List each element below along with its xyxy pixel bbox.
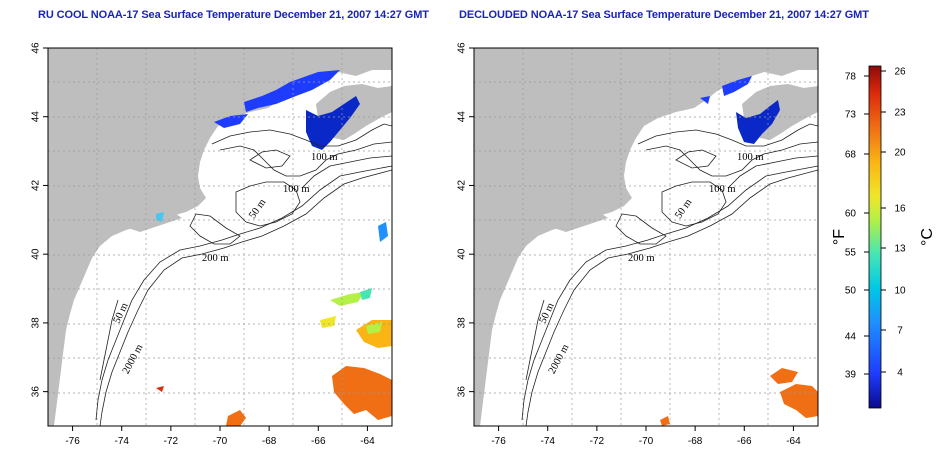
left-sst-patches: [156, 70, 392, 426]
colorbar-fahrenheit-tick: 50: [845, 286, 857, 297]
colorbar-celsius-tick: 20: [894, 148, 906, 159]
left-lon-tick-label: -68: [262, 436, 277, 447]
right-contours: [521, 123, 818, 426]
left-panel-title: RU COOL NOAA-17 Sea Surface Temperature …: [38, 9, 429, 21]
celsius-unit-label: °C: [918, 228, 936, 246]
colorbar-celsius-tick: 7: [897, 326, 903, 337]
right-lat-tick-label: 44: [457, 111, 468, 123]
svg-text:200 m: 200 m: [202, 253, 229, 264]
right-panel-title: DECLOUDED NOAA-17 Sea Surface Temperatur…: [459, 9, 869, 21]
right-long-island: [554, 214, 608, 232]
left-lon-tick-label: -70: [213, 436, 228, 447]
right-land-mass: [474, 48, 818, 426]
colorbar-fahrenheit-tick: 60: [845, 209, 857, 220]
right-lon-tick-label: -70: [639, 436, 654, 447]
colorbar-celsius-tick: 26: [894, 67, 906, 78]
left-lat-tick-label: 40: [31, 248, 42, 260]
left-lon-tick-label: -74: [114, 436, 129, 447]
right-axis-ticks: -76 -74 -72 -70 -68 -66 -64 46 44 42 40 38 36: [457, 42, 801, 447]
left-long-island: [128, 214, 182, 232]
right-lon-tick-label: -66: [737, 436, 752, 447]
svg-text:200 m: 200 m: [628, 253, 655, 264]
colorbar-fahrenheit-tick: 78: [845, 72, 857, 83]
colorbar-ticks: 78 73 68 60 55 50 44 39 26 23 20 16 13 10 7 4: [845, 67, 906, 381]
colorbar-celsius-tick: 10: [894, 286, 906, 297]
left-grid: [48, 48, 392, 426]
right-map-panel: 100 m 100 m 50 m 200 m 50 m 2000 m -76 -7…: [457, 42, 819, 447]
colorbar-fahrenheit-tick: 55: [845, 248, 857, 259]
svg-text:100 m: 100 m: [737, 152, 764, 163]
right-lon-tick-label: -64: [786, 436, 801, 447]
svg-text:100 m: 100 m: [283, 184, 310, 195]
colorbar-fahrenheit-tick: 44: [845, 332, 857, 343]
left-lat-tick-label: 46: [31, 42, 42, 54]
left-map-panel: 100 m 100 m 50 m 200 m 50 m 2000 m -76 -7…: [31, 42, 393, 447]
left-lat-tick-label: 44: [31, 111, 42, 123]
colorbar-fahrenheit-tick: 73: [845, 110, 857, 121]
right-lat-tick-label: 38: [457, 317, 468, 329]
svg-text:100 m: 100 m: [709, 184, 736, 195]
right-lat-tick-label: 42: [457, 179, 468, 191]
right-lon-tick-label: -72: [590, 436, 605, 447]
right-lat-tick-label: 36: [457, 386, 468, 398]
svg-text:100 m: 100 m: [311, 152, 338, 163]
right-grid: [474, 48, 818, 426]
colorbar-celsius-tick: 23: [894, 108, 906, 119]
left-lon-tick-label: -64: [360, 436, 375, 447]
left-lon-tick-label: -76: [65, 436, 80, 447]
fahrenheit-unit-label: °F: [831, 228, 849, 246]
left-lat-tick-label: 38: [31, 317, 42, 329]
colorbar: [868, 65, 882, 409]
right-lon-tick-label: -74: [540, 436, 555, 447]
right-lat-tick-label: 40: [457, 248, 468, 260]
left-land-mass: [48, 48, 392, 426]
left-lat-tick-label: 36: [31, 386, 42, 398]
right-lon-tick-label: -68: [688, 436, 703, 447]
colorbar-celsius-tick: 13: [894, 244, 906, 255]
colorbar-fahrenheit-tick: 39: [845, 370, 857, 381]
right-lat-tick-label: 46: [457, 42, 468, 54]
left-lon-tick-label: -66: [311, 436, 326, 447]
colorbar-celsius-tick: 16: [894, 204, 906, 215]
left-lon-tick-label: -72: [164, 436, 179, 447]
colorbar-celsius-tick: 4: [897, 368, 903, 379]
colorbar-fahrenheit-tick: 68: [845, 150, 857, 161]
left-contours: [95, 123, 392, 426]
right-lon-tick-label: -76: [491, 436, 506, 447]
right-sst-patches: [660, 76, 818, 426]
left-axis-ticks: -76 -74 -72 -70 -68 -66 -64 46 44 42 40 38 36: [31, 42, 375, 447]
left-lat-tick-label: 42: [31, 179, 42, 191]
